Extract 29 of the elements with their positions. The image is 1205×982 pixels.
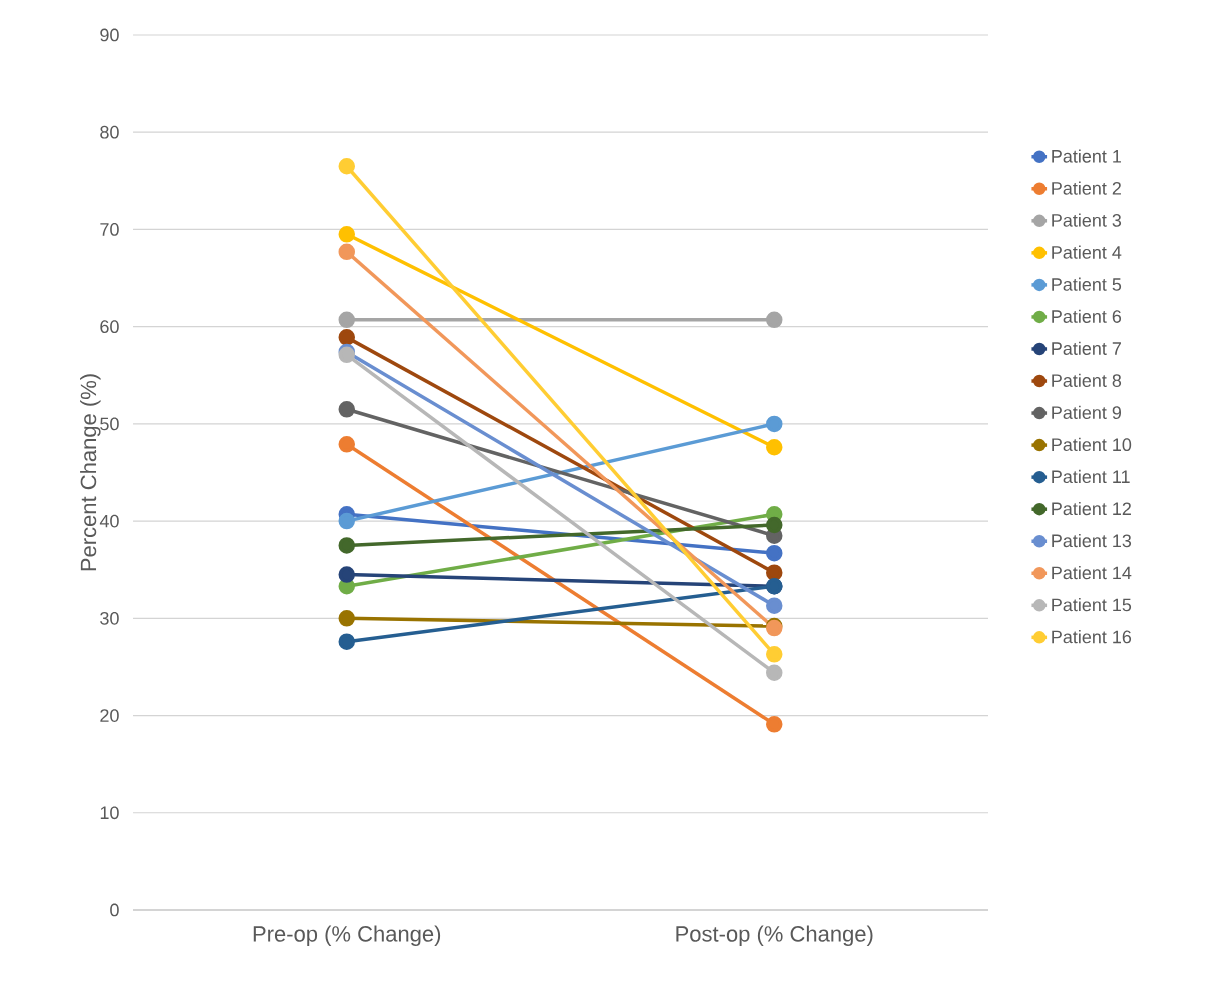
y-tick-label: 50 bbox=[100, 417, 119, 431]
y-tick-label: 30 bbox=[100, 611, 119, 625]
y-tick-label: 90 bbox=[100, 28, 119, 42]
y-axis-title: Percent Change (%) bbox=[80, 374, 101, 571]
legend-label: Patient 1 bbox=[1052, 149, 1121, 163]
x-tick-label: Pre-op (% Change) bbox=[253, 925, 441, 947]
y-tick-label: 0 bbox=[110, 903, 119, 917]
legend-label: Patient 13 bbox=[1052, 533, 1132, 548]
y-tick-label: 80 bbox=[100, 125, 119, 139]
y-tick-label: 40 bbox=[99, 514, 119, 528]
y-tick-label: 70 bbox=[100, 223, 119, 236]
legend-label: Patient 3 bbox=[1052, 213, 1122, 227]
legend-label: Patient 16 bbox=[1052, 630, 1132, 644]
legend-label: Patient 4 bbox=[1052, 245, 1122, 259]
legend-label: Patient 11 bbox=[1052, 469, 1130, 484]
legend-label: Patient 6 bbox=[1052, 309, 1122, 323]
y-tick-label: 60 bbox=[100, 320, 119, 334]
y-tick-label: 10 bbox=[100, 806, 119, 820]
legend-label: Patient 14 bbox=[1052, 566, 1132, 580]
legend-label: Patient 7 bbox=[1052, 341, 1121, 355]
x-tick-label: Post-op (% Change) bbox=[676, 925, 873, 947]
legend-label: Patient 5 bbox=[1052, 277, 1122, 291]
legend-label: Patient 2 bbox=[1052, 181, 1121, 195]
y-tick-label: 20 bbox=[100, 709, 119, 722]
legend-label: Patient 10 bbox=[1052, 437, 1132, 452]
legend-label: Patient 12 bbox=[1052, 501, 1131, 516]
legend-label: Patient 8 bbox=[1052, 373, 1122, 387]
legend-label: Patient 9 bbox=[1052, 405, 1121, 420]
legend-label: Patient 15 bbox=[1052, 598, 1132, 612]
